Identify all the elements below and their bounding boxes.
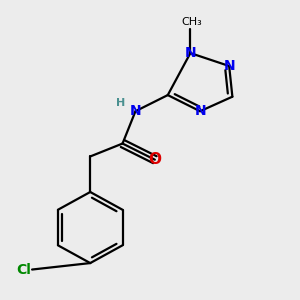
Text: H: H (116, 98, 125, 108)
Text: N: N (194, 104, 206, 118)
Text: N: N (223, 59, 235, 73)
Text: CH₃: CH₃ (182, 17, 203, 27)
Text: N: N (184, 46, 196, 60)
Text: Cl: Cl (16, 262, 32, 277)
Text: N: N (130, 104, 141, 118)
Text: O: O (148, 152, 161, 167)
